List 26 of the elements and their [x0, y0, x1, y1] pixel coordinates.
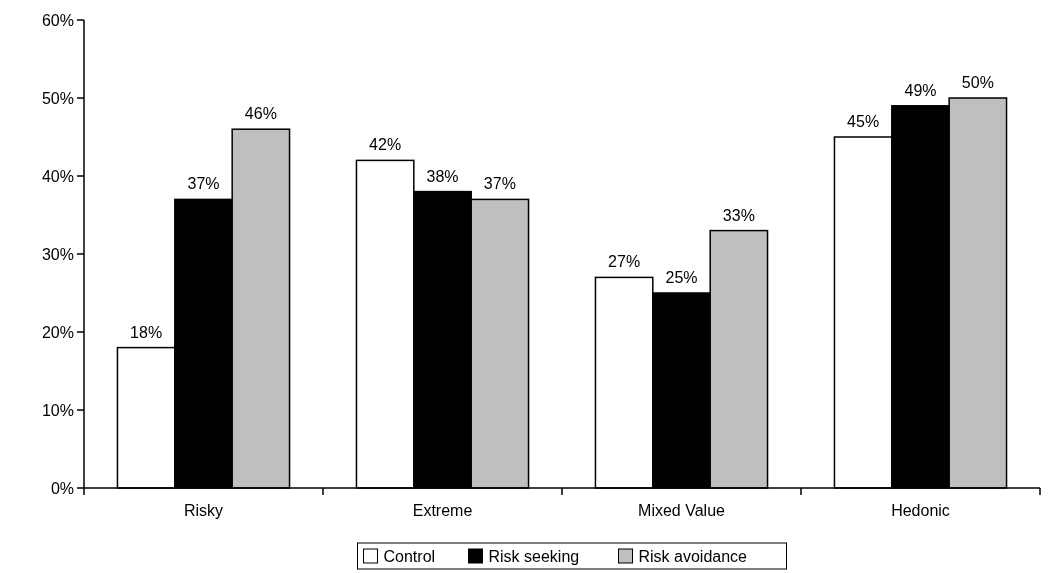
data-label: 18% [130, 323, 163, 341]
x-tick-label: Mixed Value [638, 502, 726, 519]
y-tick-label: 60% [41, 11, 74, 29]
data-label: 33% [722, 206, 755, 224]
y-tick-label: 40% [41, 167, 74, 185]
legend-label: Risk seeking [488, 547, 580, 565]
y-tick-label: 10% [41, 401, 74, 419]
data-label: 37% [187, 175, 220, 193]
x-tick-label: Hedonic [891, 502, 950, 519]
x-tick-label: Risky [183, 502, 224, 519]
legend-label: Control [383, 547, 436, 565]
data-label: 50% [961, 74, 994, 91]
data-label: 46% [244, 105, 277, 123]
data-label: 42% [369, 136, 402, 154]
y-tick-label: 30% [41, 245, 74, 263]
data-label: 25% [665, 269, 698, 286]
data-label: 49% [904, 81, 937, 99]
y-tick-label: 0% [50, 479, 74, 497]
data-label: 45% [847, 113, 880, 130]
data-label: 27% [608, 253, 641, 271]
x-tick-label: Extreme [412, 502, 473, 519]
data-label: 37% [483, 175, 516, 193]
data-label: 38% [426, 167, 459, 185]
legend-label: Risk avoidance [638, 547, 748, 565]
y-tick-label: 20% [41, 323, 74, 341]
y-tick-label: 50% [41, 89, 74, 107]
